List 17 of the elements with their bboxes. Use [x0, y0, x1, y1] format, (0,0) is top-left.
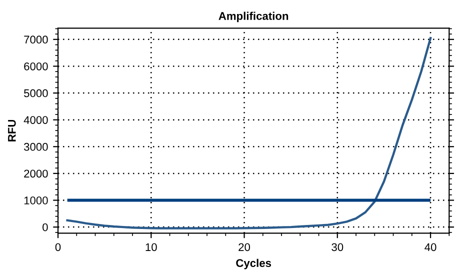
chart-title: Amplification — [218, 12, 288, 22]
x-tick-label: 30 — [332, 243, 344, 252]
x-axis-title: Cycles — [236, 258, 272, 270]
y-axis-title: RFU — [8, 120, 16, 142]
line-series — [66, 36, 432, 230]
x-tick-label: 10 — [146, 243, 157, 252]
x-tick-label: 40 — [424, 243, 436, 252]
y-tick-label: 5000 — [24, 89, 48, 98]
y-tick-label: 6000 — [24, 62, 48, 70]
x-tick-label: 20 — [238, 243, 250, 252]
y-tick-label: 1000 — [24, 196, 48, 204]
y-tick-label: 2000 — [24, 170, 48, 178]
y-tick-label: 4000 — [24, 116, 48, 124]
y-tick-label: 0 — [42, 223, 48, 232]
y-tick-label: 3000 — [24, 142, 48, 151]
x-tick-label: 0 — [55, 243, 61, 252]
y-tick-label: 7000 — [24, 36, 48, 44]
